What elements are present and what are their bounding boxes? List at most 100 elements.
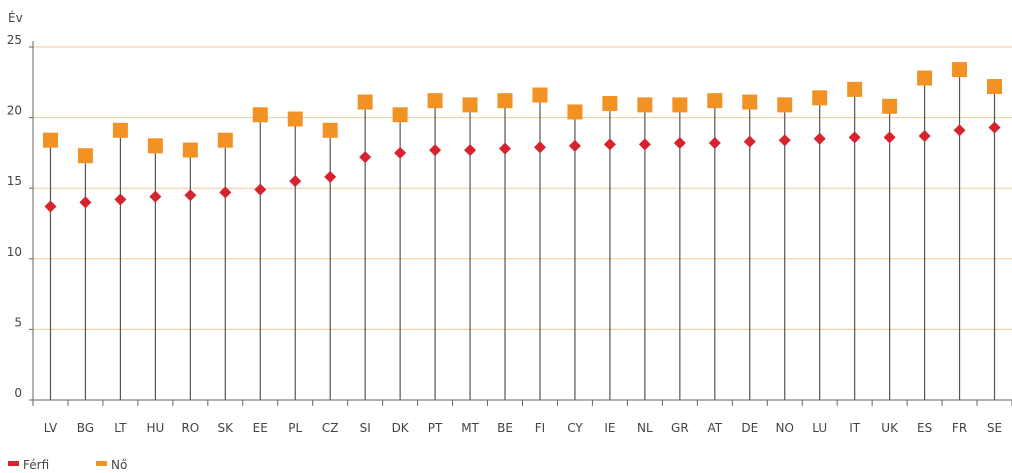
point-no-CY bbox=[567, 104, 583, 120]
x-tick-label-BE: BE bbox=[497, 421, 513, 435]
x-tick-label-NL: NL bbox=[637, 421, 653, 435]
point-no-SI bbox=[357, 94, 373, 110]
point-no-SE bbox=[987, 79, 1003, 95]
point-no-LT bbox=[112, 122, 128, 138]
point-no-MT bbox=[462, 97, 478, 113]
x-tick-label-LT: LT bbox=[114, 421, 127, 435]
x-tick-label-DK: DK bbox=[392, 421, 410, 435]
point-no-SK bbox=[217, 132, 233, 148]
legend-swatch-no bbox=[96, 461, 107, 466]
point-ferfi-CZ bbox=[324, 170, 337, 183]
point-ferfi-GR bbox=[673, 137, 686, 150]
y-tick-label-20: 20 bbox=[7, 104, 22, 118]
point-no-DE bbox=[742, 94, 758, 110]
point-no-PL bbox=[287, 111, 303, 127]
x-tick-label-SI: SI bbox=[360, 421, 371, 435]
x-tick-label-ES: ES bbox=[917, 421, 932, 435]
point-no-PT bbox=[427, 93, 443, 109]
x-tick-label-RO: RO bbox=[181, 421, 199, 435]
point-ferfi-EE bbox=[254, 183, 267, 196]
point-no-NL bbox=[637, 97, 653, 113]
point-ferfi-BG bbox=[79, 196, 92, 209]
point-ferfi-HU bbox=[149, 190, 162, 203]
x-tick-label-SE: SE bbox=[987, 421, 1002, 435]
point-no-IE bbox=[602, 95, 618, 111]
category-labels: LV BG LT HU RO SK EE PL CZ SI DK PT MT BE FI CY IE NL GR AT… bbox=[44, 421, 1002, 435]
x-tick-label-AT: AT bbox=[707, 421, 722, 435]
x-tick-label-IT: IT bbox=[849, 421, 861, 435]
point-no-CZ bbox=[322, 122, 338, 138]
point-no-LV bbox=[42, 132, 58, 148]
point-no-LU bbox=[812, 90, 828, 106]
point-ferfi-FR bbox=[953, 124, 966, 137]
point-ferfi-SK bbox=[219, 186, 232, 199]
point-ferfi-BE bbox=[499, 142, 512, 155]
x-tick-label-BG: BG bbox=[77, 421, 94, 435]
x-tick-label-HU: HU bbox=[146, 421, 164, 435]
point-no-BG bbox=[77, 148, 93, 164]
stems bbox=[49, 69, 996, 400]
x-tick-label-MT: MT bbox=[461, 421, 479, 435]
legend-label-ferfi: Férfi bbox=[23, 458, 49, 472]
x-tick-label-PT: PT bbox=[428, 421, 443, 435]
point-ferfi-NL bbox=[638, 138, 651, 151]
point-ferfi-UK bbox=[883, 131, 896, 144]
x-tick-label-IE: IE bbox=[604, 421, 615, 435]
point-ferfi-FI bbox=[533, 141, 546, 154]
y-unit-label: Év bbox=[8, 10, 23, 25]
point-ferfi-PT bbox=[429, 144, 442, 157]
legend-swatch-ferfi bbox=[8, 461, 19, 466]
x-tick-label-UK: UK bbox=[881, 421, 899, 435]
point-no-NO bbox=[777, 97, 793, 113]
point-ferfi-ES bbox=[918, 129, 931, 142]
x-tick-label-FI: FI bbox=[535, 421, 545, 435]
axes: 0 5 10 15 20 25 bbox=[7, 33, 1012, 406]
x-tick-label-GR: GR bbox=[671, 421, 689, 435]
point-no-AT bbox=[707, 93, 723, 109]
point-ferfi-DE bbox=[743, 135, 756, 148]
point-no-UK bbox=[882, 98, 898, 114]
legend-label-no: Nő bbox=[111, 458, 127, 472]
point-ferfi-LU bbox=[813, 132, 826, 145]
x-tick-label-LV: LV bbox=[44, 421, 58, 435]
point-ferfi-CY bbox=[568, 139, 581, 152]
point-no-HU bbox=[147, 138, 163, 154]
y-tick-label-15: 15 bbox=[7, 174, 22, 188]
x-tick-label-LU: LU bbox=[812, 421, 827, 435]
point-no-RO bbox=[182, 142, 198, 158]
point-no-FI bbox=[532, 87, 548, 103]
gridlines bbox=[33, 46, 1012, 330]
x-tick-label-PL: PL bbox=[288, 421, 302, 435]
x-tick-label-NO: NO bbox=[776, 421, 794, 435]
point-ferfi-SE bbox=[988, 121, 1001, 134]
point-ferfi-LT bbox=[114, 193, 127, 206]
point-ferfi-RO bbox=[184, 189, 197, 202]
y-tick-label-25: 25 bbox=[7, 33, 22, 47]
y-tick-label-5: 5 bbox=[14, 315, 22, 329]
point-no-FR bbox=[952, 62, 968, 78]
point-ferfi-AT bbox=[708, 137, 721, 150]
point-ferfi-PL bbox=[289, 175, 302, 188]
point-no-EE bbox=[252, 107, 268, 123]
x-tick-label-CZ: CZ bbox=[322, 421, 339, 435]
point-no-IT bbox=[847, 81, 863, 97]
point-no-BE bbox=[497, 93, 513, 109]
point-ferfi-LV bbox=[44, 200, 57, 213]
point-ferfi-NO bbox=[778, 134, 791, 147]
point-ferfi-IT bbox=[848, 131, 861, 144]
legend: Férfi Nő bbox=[8, 458, 127, 472]
markers bbox=[42, 62, 1003, 213]
point-no-DK bbox=[392, 107, 408, 123]
point-ferfi-MT bbox=[464, 144, 477, 157]
y-tick-label-10: 10 bbox=[7, 245, 22, 259]
point-no-ES bbox=[917, 70, 933, 86]
y-tick-label-0: 0 bbox=[14, 386, 22, 400]
x-tick-label-DE: DE bbox=[741, 421, 758, 435]
x-tick-label-CY: CY bbox=[567, 421, 583, 435]
point-no-GR bbox=[672, 97, 688, 113]
x-tick-label-SK: SK bbox=[218, 421, 235, 435]
point-ferfi-DK bbox=[394, 146, 407, 159]
point-ferfi-SI bbox=[359, 151, 372, 164]
